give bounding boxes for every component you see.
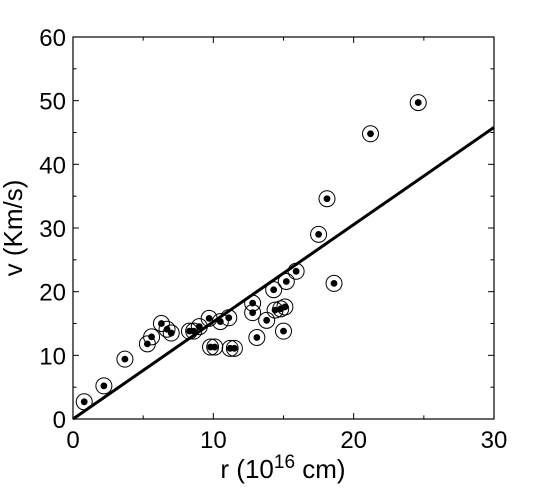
data-point-ring xyxy=(362,125,380,143)
data-point-dot xyxy=(121,355,129,363)
data-point-dot xyxy=(148,333,155,341)
data-point xyxy=(277,272,295,290)
data-point-dot xyxy=(225,314,233,322)
data-point-dot xyxy=(100,382,108,390)
data-point-dot xyxy=(195,323,203,331)
x-tick-label: 10 xyxy=(200,427,227,454)
data-point-ring xyxy=(244,304,262,322)
data-point xyxy=(244,304,262,322)
data-point xyxy=(275,322,292,340)
data-point-dot xyxy=(281,303,289,311)
fit-line xyxy=(72,126,495,421)
data-point-dot xyxy=(253,334,261,341)
y-tick-label: 20 xyxy=(39,280,66,307)
x-tick-label: 30 xyxy=(481,427,508,454)
x-tick-labels: 0 10 20 30 xyxy=(66,427,507,454)
data-point-dot xyxy=(414,99,422,106)
y-tick-label: 10 xyxy=(39,343,66,370)
data-point xyxy=(362,125,380,143)
data-point xyxy=(310,225,328,243)
x-axis-title: r (1016 cm) xyxy=(220,452,345,484)
data-point-ring xyxy=(325,274,343,292)
y-tick-label: 50 xyxy=(39,89,66,116)
data-point-dot xyxy=(270,286,278,294)
data-point-ring xyxy=(248,329,266,347)
data-point-dot xyxy=(205,315,213,322)
data-point-ring xyxy=(202,338,220,356)
data-point-dot xyxy=(249,309,257,317)
data-point xyxy=(162,324,180,342)
data-point-ring xyxy=(225,339,243,357)
y-tick-labels: 0 10 20 30 40 50 60 xyxy=(39,25,66,434)
data-point-ring xyxy=(409,94,427,112)
data-point xyxy=(248,329,266,347)
data-point xyxy=(143,328,161,346)
data-point xyxy=(276,298,294,316)
plot-frame xyxy=(72,36,495,420)
y-tick-label: 40 xyxy=(39,152,66,179)
data-point-dot xyxy=(211,343,219,351)
x-tick-label: 0 xyxy=(66,427,79,454)
data-point-dot xyxy=(323,195,331,203)
data-point-dot xyxy=(315,230,322,238)
data-point-ring xyxy=(277,272,295,290)
data-point xyxy=(325,274,343,292)
data-point-ring xyxy=(272,300,290,318)
data-point-dot xyxy=(367,130,374,138)
data-point-ring xyxy=(152,315,170,332)
data-point-dot xyxy=(230,344,238,352)
data-point xyxy=(225,339,243,357)
y-axis-title: v (Km/s) xyxy=(0,180,28,277)
data-point-dot xyxy=(263,316,271,324)
data-point-dot xyxy=(280,327,287,335)
data-point-ring xyxy=(276,298,294,316)
data-point xyxy=(95,377,113,395)
data-point-dot xyxy=(282,278,290,285)
data-point-ring xyxy=(143,328,161,346)
fit-line-group xyxy=(72,126,495,421)
data-point xyxy=(258,311,276,329)
data-point-dot xyxy=(292,267,300,275)
data-point xyxy=(318,190,336,208)
data-point-ring xyxy=(158,320,176,338)
data-point-dot xyxy=(330,279,338,287)
data-point-ring xyxy=(221,339,239,357)
data-point-ring xyxy=(258,311,276,329)
data-point-ring xyxy=(318,190,336,208)
data-point-ring xyxy=(116,350,134,368)
x-axis-title-exponent: 16 xyxy=(274,452,295,473)
data-point-ring xyxy=(275,322,292,340)
data-point xyxy=(116,350,134,368)
data-points xyxy=(75,94,427,411)
y-tick-label: 0 xyxy=(53,407,66,434)
data-point-ring xyxy=(95,377,113,395)
data-point-dot xyxy=(167,329,175,337)
data-point-ring xyxy=(162,324,180,342)
y-tick-label: 30 xyxy=(39,216,66,243)
y-tick-label: 60 xyxy=(39,25,66,52)
x-tick-label: 20 xyxy=(340,427,367,454)
axis-ticks xyxy=(72,36,495,420)
x-axis-title-unit: cm) xyxy=(295,454,346,484)
data-point-ring xyxy=(310,225,328,243)
data-point-dot xyxy=(80,398,88,406)
data-point xyxy=(409,94,427,112)
